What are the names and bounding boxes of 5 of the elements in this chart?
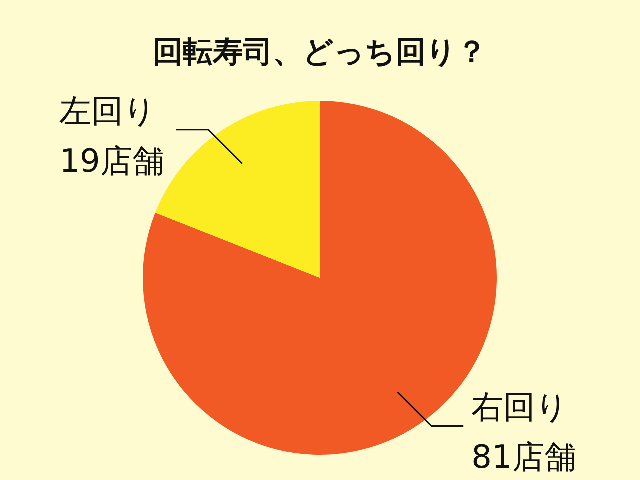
data-label: 81店舗 [472,438,576,476]
slice-label: 左回り [60,92,157,130]
chart-title: 回転寿司、どっち回り？ [153,35,487,70]
data-label: 19店舗 [60,142,164,180]
slice-label: 右回り [472,388,569,426]
